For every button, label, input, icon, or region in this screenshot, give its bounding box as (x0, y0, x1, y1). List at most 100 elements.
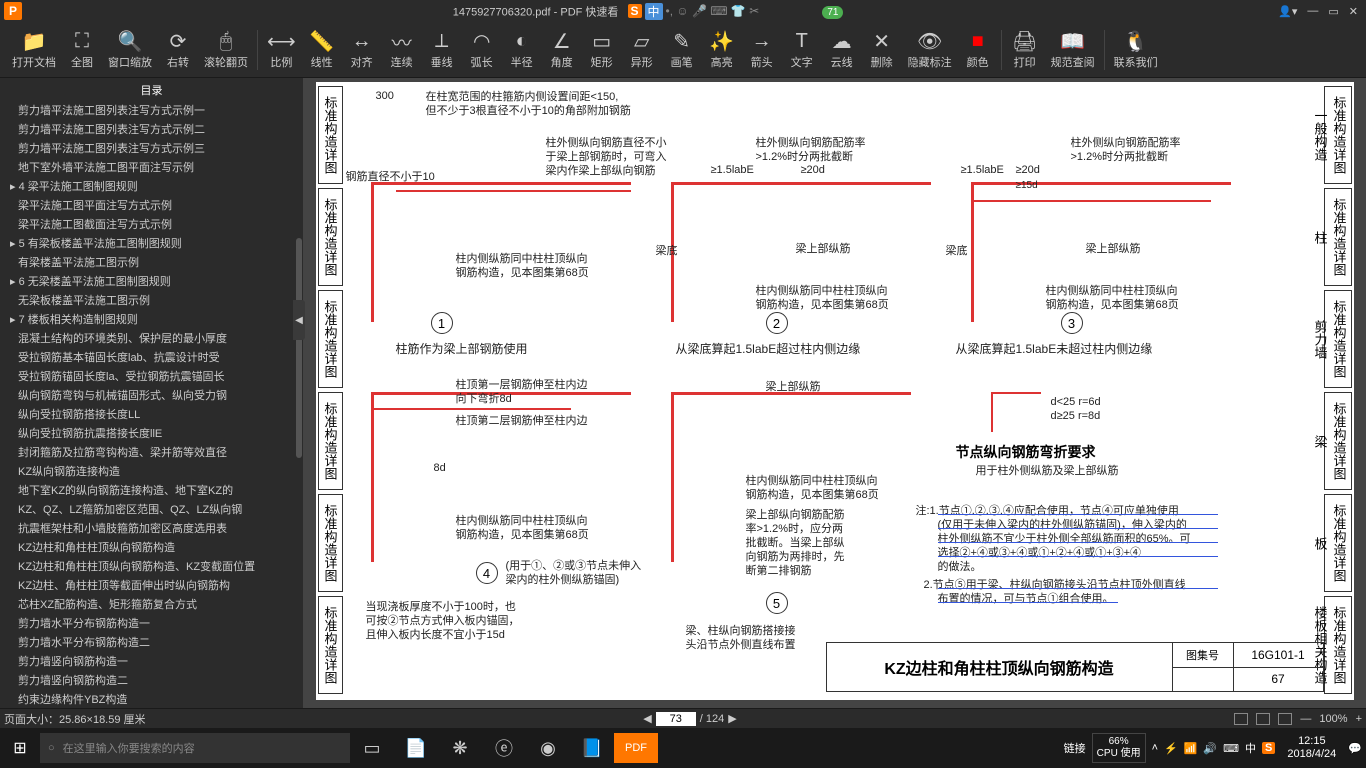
page-num-label: 67 (1234, 668, 1323, 692)
sidebar-collapse-button[interactable]: ◀ (293, 300, 305, 340)
tool-半径[interactable]: ◐半径 (502, 28, 542, 72)
page-number-input[interactable] (656, 712, 696, 726)
toc-item[interactable]: 剪力墙平法施工图列表注写方式示例一 (0, 102, 303, 121)
toc-item[interactable]: KZ边柱和角柱柱顶纵向钢筋构造 (0, 539, 303, 558)
toc-item[interactable]: 剪力墙平法施工图列表注写方式示例三 (0, 140, 303, 159)
toc-item[interactable]: KZ纵向钢筋连接构造 (0, 463, 303, 482)
tool-联系我们[interactable]: 🐧联系我们 (1108, 28, 1164, 72)
start-button[interactable]: ⊞ (0, 738, 40, 758)
tool-窗口缩放[interactable]: 🔍窗口缩放 (102, 28, 158, 72)
close-button[interactable]: ✕ (1349, 5, 1358, 18)
taskbar-app-4[interactable]: 📘 (570, 738, 614, 759)
tool-垂线[interactable]: ⟂垂线 (422, 28, 462, 72)
tray-battery-icon[interactable]: ⚡ (1164, 742, 1178, 755)
label-text: 梁上部纵筋 (766, 378, 821, 394)
tool-删除[interactable]: ✕删除 (862, 28, 902, 72)
system-tray: 链接 66% CPU 使用 ˄ ⚡ 📶 🔊 ⌨ 中 S 12:15 2018/4… (1064, 733, 1366, 763)
tool-打开文档[interactable]: 📁打开文档 (6, 28, 62, 72)
toc-item[interactable]: 剪力墙水平分布钢筋构造二 (0, 634, 303, 653)
tool-对齐[interactable]: ↔对齐 (342, 28, 382, 72)
toc-item[interactable]: 混凝土结构的环境类别、保护层的最小厚度 (0, 330, 303, 349)
toc-item[interactable]: 芯柱XZ配筋构造、矩形箍筋复合方式 (0, 596, 303, 615)
toc-item[interactable]: 纵向受拉钢筋抗震搭接长度llE (0, 425, 303, 444)
taskbar-search[interactable]: ○ 在这里输入你要搜索的内容 (40, 733, 350, 763)
toc-item[interactable]: 地下室KZ的纵向钢筋连接构造、地下室KZ的 (0, 482, 303, 501)
tool-弧长[interactable]: ◠弧长 (462, 28, 502, 72)
tool-线性[interactable]: 📏线性 (302, 28, 342, 72)
toc-item[interactable]: KZ边柱和角柱柱顶纵向钢筋构造、KZ变截面位置 (0, 558, 303, 577)
taskbar-clock[interactable]: 12:15 2018/4/24 (1281, 735, 1342, 761)
toc-item[interactable]: 约束边缘构件YBZ构造 (0, 691, 303, 708)
tool-滚轮翻页[interactable]: 🖱滚轮翻页 (198, 28, 254, 72)
user-menu-icon[interactable]: 👤▾ (1278, 5, 1297, 18)
tray-volume-icon[interactable]: 🔊 (1203, 742, 1217, 755)
zoom-in-button[interactable]: + (1356, 713, 1362, 725)
maximize-button[interactable]: ▭ (1328, 5, 1338, 18)
minimize-button[interactable]: — (1307, 5, 1318, 18)
toc-item[interactable]: 剪力墙竖向钢筋构造二 (0, 672, 303, 691)
taskbar-app-2[interactable]: ❋ (438, 738, 482, 759)
tool-箭头[interactable]: →箭头 (742, 28, 782, 72)
toc-item[interactable]: 剪力墙竖向钢筋构造一 (0, 653, 303, 672)
toc-item[interactable]: KZ边柱、角柱柱顶等截面伸出时纵向钢筋构 (0, 577, 303, 596)
toc-item[interactable]: 剪力墙平法施工图列表注写方式示例二 (0, 121, 303, 140)
toc-item[interactable]: ▸ 5 有梁板楼盖平法施工图制图规则 (0, 235, 303, 254)
sidebar-scrollbar[interactable] (296, 238, 302, 458)
document-viewport[interactable]: 标准构造详图标准构造详图标准构造详图标准构造详图标准构造详图标准构造详图 标准构… (303, 78, 1366, 708)
tool-角度[interactable]: ∠角度 (542, 28, 582, 72)
toc-item[interactable]: ▸ 6 无梁楼盖平法施工图制图规则 (0, 273, 303, 292)
toc-item[interactable]: KZ、QZ、LZ箍筋加密区范围、QZ、LZ纵向钢 (0, 501, 303, 520)
toc-item[interactable]: 受拉钢筋基本锚固长度lab、抗震设计时受 (0, 349, 303, 368)
taskbar-app-1[interactable]: 📄 (394, 738, 438, 759)
cpu-monitor[interactable]: 66% CPU 使用 (1092, 733, 1146, 763)
toc-item[interactable]: 有梁楼盖平法施工图示例 (0, 254, 303, 273)
tool-异形[interactable]: ▱异形 (622, 28, 662, 72)
view-mode-1-icon[interactable] (1234, 713, 1248, 725)
tray-wifi-icon[interactable]: 📶 (1184, 742, 1198, 755)
tool-云线[interactable]: ☁云线 (822, 28, 862, 72)
toc-item[interactable]: ▸ 4 梁平法施工图制图规则 (0, 178, 303, 197)
cortana-icon[interactable]: ○ (48, 742, 55, 754)
toc-item[interactable]: ▸ 7 楼板相关构造制图规则 (0, 311, 303, 330)
zoom-out-button[interactable]: — (1300, 713, 1311, 725)
tool-画笔[interactable]: ✎画笔 (662, 28, 702, 72)
tool-规范查阅[interactable]: 📖规范查阅 (1045, 28, 1101, 72)
tray-up-icon[interactable]: ˄ (1152, 742, 1158, 754)
tool-高亮[interactable]: ✨高亮 (702, 28, 742, 72)
next-page-button[interactable]: ▶ (728, 712, 736, 725)
tool-文字[interactable]: T文字 (782, 28, 822, 72)
toc-item[interactable]: 地下室外墙平法施工图平面注写示例 (0, 159, 303, 178)
tray-ime-cn[interactable]: 中 (1245, 740, 1256, 756)
view-mode-2-icon[interactable] (1256, 713, 1270, 725)
right-tab-label: 标准构造详图 楼板相关构造 (1324, 596, 1352, 694)
taskbar-pdf-icon[interactable]: PDF (614, 733, 658, 763)
tool-颜色[interactable]: ■颜色 (958, 28, 998, 72)
taskbar-edge-icon[interactable]: ⓔ (482, 735, 526, 761)
tool-打印[interactable]: 🖨打印 (1005, 28, 1045, 72)
toc-item[interactable]: 封闭箍筋及拉筋弯钩构造、梁并筋等效直径 (0, 444, 303, 463)
prev-page-button[interactable]: ◀ (643, 712, 651, 725)
toc-item[interactable]: 纵向钢筋弯钩与机械锚固形式、纵向受力钢 (0, 387, 303, 406)
tool-全图[interactable]: ⛶全图 (62, 28, 102, 72)
toc-item[interactable]: 无梁板楼盖平法施工图示例 (0, 292, 303, 311)
tray-ime-s-icon[interactable]: S (1262, 742, 1275, 754)
tool-隐藏标注[interactable]: 👁隐藏标注 (902, 28, 958, 72)
toc-item[interactable]: 梁平法施工图平面注写方式示例 (0, 197, 303, 216)
ref-label: 图集号 (1173, 643, 1233, 668)
tool-比例[interactable]: ⟷比例 (261, 28, 302, 72)
annotation-text: 布置的情况，可与节点①组合使用。 (938, 590, 1114, 606)
toc-item[interactable]: 梁平法施工图截面注写方式示例 (0, 216, 303, 235)
taskbar-app-3[interactable]: ◉ (526, 738, 570, 759)
toc-item[interactable]: 剪力墙水平分布钢筋构造一 (0, 615, 303, 634)
toc-item[interactable]: 抗震框架柱和小墙肢箍筋加密区高度选用表 (0, 520, 303, 539)
view-mode-3-icon[interactable] (1278, 713, 1292, 725)
tray-keyboard-icon[interactable]: ⌨ (1223, 742, 1239, 755)
clock-date: 2018/4/24 (1287, 748, 1336, 761)
tool-右转[interactable]: ⟳右转 (158, 28, 198, 72)
toc-item[interactable]: 受拉钢筋锚固长度la、受拉钢筋抗震锚固长 (0, 368, 303, 387)
toc-item[interactable]: 纵向受拉钢筋搭接长度LL (0, 406, 303, 425)
tool-连续[interactable]: 〰连续 (382, 28, 422, 72)
tool-矩形[interactable]: ▭矩形 (582, 28, 622, 72)
task-view-icon[interactable]: ▭ (350, 738, 394, 759)
notifications-icon[interactable]: 💬 (1348, 742, 1362, 755)
